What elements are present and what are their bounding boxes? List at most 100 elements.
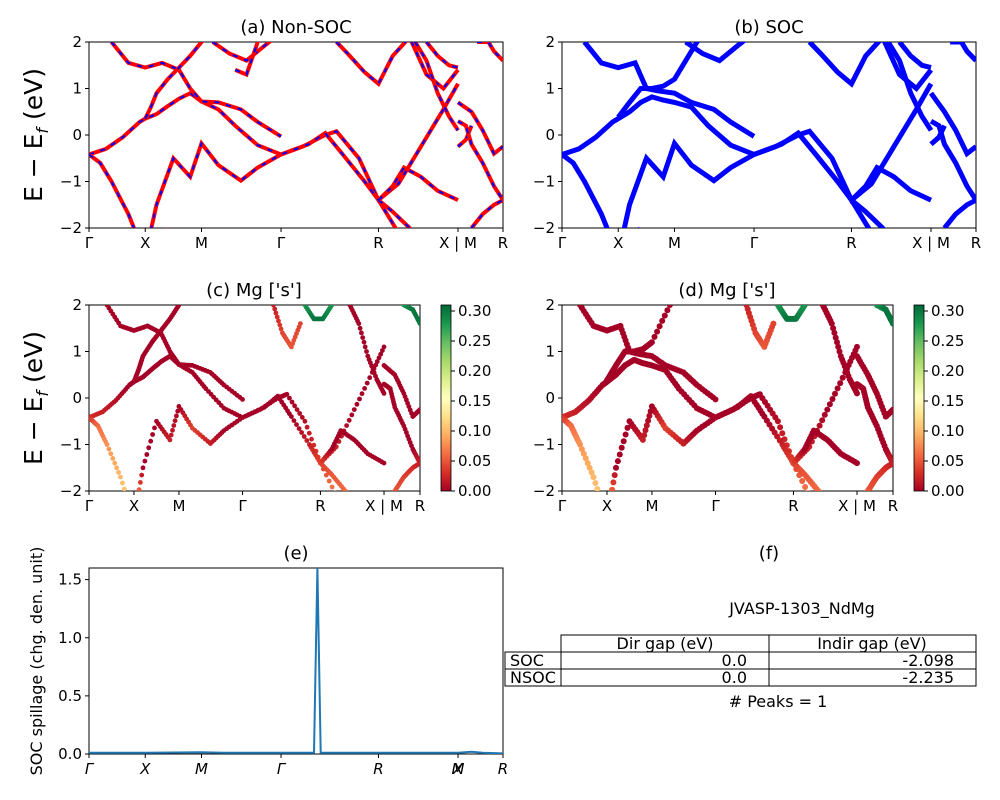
band-lines [89,42,503,228]
projection-point [578,446,585,453]
projection-point [378,532,383,537]
projection-point [274,314,280,320]
projection-point [659,317,666,324]
projection-point [839,521,845,527]
projection-point [854,460,860,467]
projection-point [364,380,370,386]
band-line-nonsoc [89,130,398,228]
x-tick-label: X [602,497,612,515]
projection-point [292,403,297,409]
projection-point [351,519,356,524]
band-line-soc [562,129,872,228]
projection-point [104,442,110,447]
projection-point [299,430,304,435]
projection-point [146,445,152,451]
panel-c-y-ticks: −2 −1 0 1 2 [60,296,89,500]
x-tick-label: M [645,497,658,515]
projection-point [364,349,369,354]
band-line-nonsoc-dash [425,42,459,69]
projection-point [582,455,589,462]
projection-point [821,498,827,504]
projection-point [171,423,177,428]
x-tick-label: X | M [439,234,477,252]
projection-point [176,305,182,308]
projection-point [294,407,300,413]
projection-point [642,427,649,434]
projection-point [360,527,365,532]
band-line-nonsoc-dash [457,125,473,148]
projection-point [360,335,366,340]
projection-point [849,531,855,537]
projection-point [362,344,368,350]
projection-point [779,430,786,437]
projection-point [382,535,387,540]
projection-point [833,515,839,521]
projection-point [273,310,279,316]
table-row-soc-dir: 0.0 [722,651,747,670]
projection-point [840,523,846,529]
projection-point [770,320,777,327]
projection-point [150,432,156,437]
projection-point [347,495,352,500]
projection-point [333,490,337,491]
projection-point [366,522,371,527]
projection-points [89,292,420,540]
table-row-nsoc-indir: -2.235 [902,668,954,687]
projection-point [614,458,621,465]
projection-point [622,431,629,438]
projection-point [641,432,648,439]
projection-point [357,396,362,402]
projection-point [816,422,823,429]
projection-point [646,412,653,419]
projection-point [136,487,142,491]
band-line-nonsoc-dash [110,42,282,138]
projection-point [825,505,831,511]
band-line-soc [942,197,976,228]
projection-point [309,436,314,442]
projection-point [167,437,173,443]
panel-d-x-ticks: Γ X M Γ R X | M R [558,491,898,515]
y-tick-label: 2 [72,296,82,314]
projection-point [651,333,658,340]
panel-b-plot-area [561,41,977,229]
band-line-nonsoc-dash [89,131,397,228]
panel-f-title: (f) [759,543,779,564]
projection-point [349,516,354,521]
projection-point [287,395,292,401]
projection-point [826,522,832,528]
projection-point [112,460,118,466]
band-lines [562,42,976,228]
x-tick-label: R [498,234,508,252]
projection-point [355,509,360,514]
projection-point [338,503,343,508]
band-line-nonsoc [335,42,460,92]
projection-point [594,486,601,491]
projection-point [805,490,811,491]
projection-point [846,528,852,534]
x-tick-label: X [140,234,150,252]
projection-point [291,418,297,423]
projection-point [835,343,842,350]
y-tick-label: −1 [533,173,555,191]
projection-point [851,532,857,538]
projection-point [584,460,591,467]
x-tick-label: R [415,497,425,515]
projection-point [837,519,843,525]
panel-e-plot-area [88,567,504,755]
table-header-dir-gap: Dir gap (eV) [617,634,714,653]
projection-point [847,529,853,535]
projection-point [854,390,860,397]
projection-point [344,509,349,514]
panel-d-title: (d) Mg ['s'] [678,280,775,301]
table-row-nsoc-label: NSOC [510,668,556,687]
projection-point [832,527,838,533]
projection-point [341,506,346,511]
projection-point [187,292,192,297]
projection-point [377,531,382,536]
projection-point [182,297,187,302]
colorbar-tick-label: 0.10 [458,422,491,440]
band-line-soc [897,42,932,71]
y-tick-label: 1.5 [58,571,82,589]
projection-point [304,438,310,443]
